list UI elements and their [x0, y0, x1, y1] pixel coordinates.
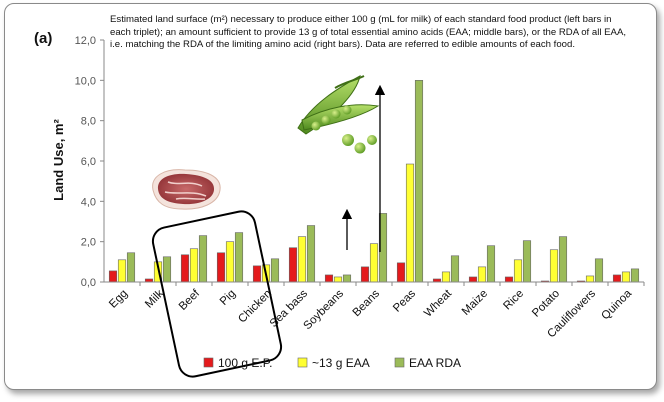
bar-2: [621, 271, 631, 283]
x-tick-label: Rice: [501, 288, 526, 313]
bar-2: [405, 163, 415, 283]
legend: 100 g E.P. ~13 g EAA EAA RDA: [203, 356, 461, 370]
bar-2: [477, 266, 487, 283]
bar-3: [234, 232, 244, 283]
raw-meat-steak-image: [152, 169, 221, 210]
bar-2: [333, 276, 343, 283]
y-tick-label: 2,0: [81, 237, 96, 249]
x-tick-label: Quinoa: [599, 287, 634, 322]
legend-swatch: [394, 357, 405, 368]
legend-label: ~13 g EAA: [312, 356, 370, 370]
green-pea-pods-image: [297, 75, 380, 154]
y-axis: 0,0 2,0 4,0 6,0 8,0 10,0 12,0: [75, 35, 105, 289]
figure-caption: Estimated land surface (m²) necessary to…: [110, 14, 627, 50]
bar-3: [486, 245, 496, 283]
y-axis-label: Land Use, m²: [51, 119, 66, 201]
bar-1: [396, 262, 406, 283]
bar-3: [594, 258, 604, 283]
legend-swatch: [297, 357, 308, 368]
x-tick-label: Egg: [107, 288, 130, 311]
bar-3: [270, 258, 280, 283]
y-tick-label: 10,0: [75, 75, 96, 87]
y-tick-label: 4,0: [81, 196, 96, 208]
x-tick-label: Wheat: [422, 287, 455, 320]
bar-3: [558, 236, 568, 283]
bar-1: [216, 252, 226, 283]
bar-2: [585, 275, 595, 283]
bar-3: [630, 268, 640, 283]
bar-1: [324, 274, 334, 283]
legend-label: 100 g E.P.: [218, 356, 273, 370]
highlight-box: [151, 210, 283, 378]
y-tick-label: 6,0: [81, 156, 96, 168]
bar-2: [225, 241, 235, 283]
legend-swatch: [203, 357, 214, 368]
x-tick-label: Beans: [351, 287, 383, 319]
y-tick-label: 8,0: [81, 116, 96, 128]
bar-2: [513, 259, 523, 283]
figure-frame: [4, 3, 657, 390]
x-tick-label: Maize: [460, 288, 490, 318]
bar-1: [612, 274, 622, 283]
bar-2: [297, 236, 307, 283]
bar-3: [306, 225, 316, 283]
bar-1: [252, 265, 262, 283]
y-tick-label: 0,0: [81, 277, 96, 289]
bar-3: [450, 255, 460, 283]
bar-1: [180, 254, 190, 283]
x-tick-label: Potato: [530, 288, 562, 320]
bar-1: [504, 276, 514, 283]
bar-1: [360, 266, 370, 283]
panel-label: (a): [34, 30, 53, 47]
bar-2: [369, 243, 379, 283]
bar-2: [549, 249, 559, 283]
x-tick-label: Peas: [391, 287, 418, 314]
y-tick-label: 12,0: [75, 35, 96, 47]
bar-3: [162, 256, 172, 283]
bar-3: [414, 80, 424, 283]
bar-1: [288, 247, 298, 283]
bar-3: [522, 240, 532, 283]
bar-2: [189, 248, 199, 283]
bar-3: [198, 235, 208, 283]
x-tick-label: Pig: [218, 288, 238, 308]
bar-1: [468, 276, 478, 283]
bar-1: [108, 270, 118, 283]
x-tick-label: Beef: [177, 287, 203, 313]
bar-3: [126, 252, 136, 283]
bar-2: [117, 259, 127, 283]
bar-3: [342, 274, 352, 283]
bar-2: [441, 271, 451, 283]
legend-label: EAA RDA: [409, 356, 461, 370]
